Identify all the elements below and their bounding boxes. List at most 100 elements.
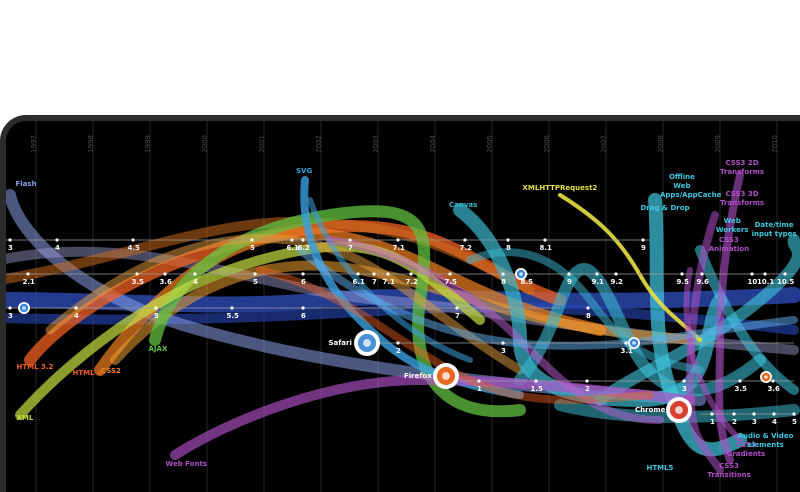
version-label: 4 [772,417,777,426]
browser-icons [18,268,772,423]
firefox-icon [433,363,459,389]
version-marker [641,238,645,242]
browser-timeline-chart[interactable]: 1997 1998 1999 2000 2001 2002 2003 2004 2005 2006… [6,121,800,492]
version-label: 3 [682,384,687,393]
version-marker [26,272,30,276]
version-label: 9.6 [696,277,709,286]
version-label: 3.5 [734,384,747,393]
version-marker [8,306,12,310]
version-marker [163,272,167,276]
tech-label-css2: CSS2 [101,366,121,375]
version-marker [193,272,197,276]
version-label: 8 [506,243,511,252]
technology-ribbon [594,234,800,406]
version-label: 6 [301,277,306,286]
version-label: 3.5 [131,277,144,286]
tech-label-html5: HTML5 [646,463,674,472]
year-tick-label: 2008 [657,135,665,153]
version-label: 5.5 [226,311,239,320]
version-marker [680,272,684,276]
version-label: 7.1 [392,243,405,252]
tech-label-offline-web-apps-appcache: Offline Web Apps/AppCache [660,172,722,199]
version-marker [131,238,135,242]
version-label: 2.1 [22,277,35,286]
version-marker [534,379,538,383]
tech-label-css3-gradients: CSS3 Gradients [726,441,766,458]
tech-label-svg: SVG [296,166,313,175]
version-marker [396,341,400,345]
chrome-icon [666,397,692,423]
safari-icon [354,330,380,356]
version-label: 4 [74,311,79,320]
version-marker [250,238,254,242]
year-tick-label: 2000 [201,135,209,153]
version-label: 1 [477,384,482,393]
version-marker [301,306,305,310]
version-label: 9.2 [610,277,623,286]
technology-ribbon [558,193,702,342]
version-marker [771,379,775,383]
version-marker [154,306,158,310]
version-label: 6.1 [286,243,299,252]
tech-label-css3-2d-transforms: CSS3 2D Transforms [719,159,765,176]
version-marker [586,306,590,310]
version-label: 8.5 [520,277,533,286]
version-label: 7 [455,311,460,320]
version-label: 2 [585,384,590,393]
version-marker [8,238,12,242]
version-marker [710,412,714,416]
version-marker [543,238,547,242]
year-tick-label: 2004 [429,134,437,152]
version-marker [396,238,400,242]
version-label: 7.1 [382,277,395,286]
tech-label-css3-transitions: CSS3 Transitions [707,462,751,479]
year-tick-label: 2009 [714,135,722,153]
version-label: 2 [396,346,401,355]
version-label: 1 [710,417,715,426]
version-marker [506,238,510,242]
firefox-icon [760,371,772,383]
year-tick-label: 2010 [771,135,779,153]
opera-icon [515,268,527,280]
version-label: 6.2 [297,243,310,252]
version-marker [356,272,360,276]
version-label: 7 [348,243,353,252]
version-label: 3 [752,417,757,426]
version-marker [448,272,452,276]
technology-ribbon [296,246,798,350]
browser-timelines [6,238,796,416]
version-label: 4.5 [127,243,140,252]
year-tick-label: 2007 [600,135,608,153]
version-marker [772,412,776,416]
browser-name-firefox: Firefox [404,371,432,380]
tech-label-html-3-2: HTML 3.2 [16,362,54,371]
tech-label-canvas: Canvas [449,200,478,209]
year-tick-label: 1997 [30,135,38,153]
tech-label-ajax: AJAX [148,344,168,353]
version-marker [585,379,589,383]
version-marker [783,272,787,276]
version-marker [348,238,352,242]
year-tick-label: 1998 [87,135,95,153]
version-marker [595,272,599,276]
technology-ribbon [170,374,695,460]
chart-canvas: 1997 1998 1999 2000 2001 2002 2003 2004 2005 2006… [6,121,800,492]
technology-ribbon [715,171,744,464]
version-marker [792,412,796,416]
tech-label-flash: Flash [15,179,37,188]
version-label: 8 [501,277,506,286]
technology-ribbon [683,267,743,443]
tech-label-web-workers: Web Workers [715,217,749,234]
version-label: 7.5 [444,277,457,286]
version-marker [750,272,754,276]
technology-ribbon [554,399,800,423]
year-tick-label: 2001 [258,135,266,153]
internet-explorer-icon [628,337,640,349]
version-marker [74,306,78,310]
version-label: 5 [154,311,159,320]
version-label: 3 [8,243,13,252]
version-marker [409,272,413,276]
version-label: 3.6 [159,277,172,286]
technology-ribbon [466,248,704,374]
version-marker [386,272,390,276]
